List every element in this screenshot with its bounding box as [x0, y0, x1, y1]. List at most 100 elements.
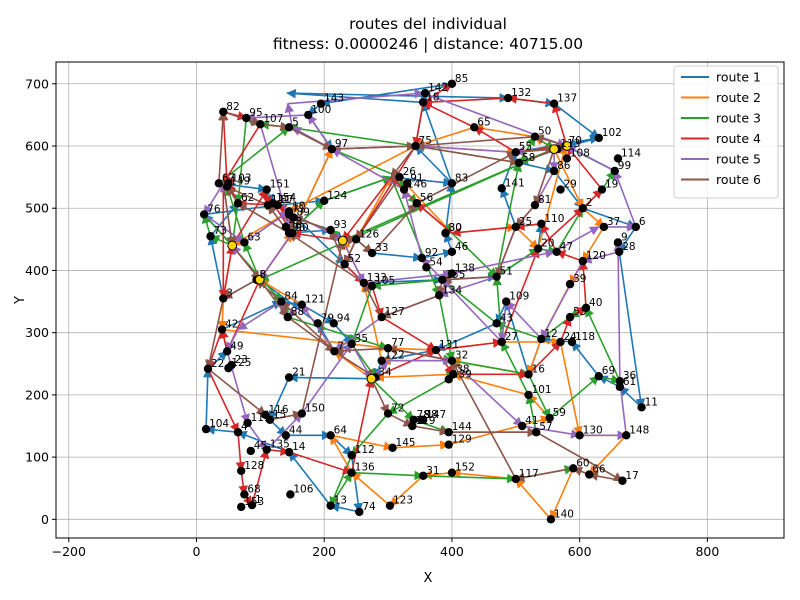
- route-3-segment: [549, 375, 600, 419]
- route-6-segment: [260, 121, 291, 132]
- node-label: 132: [511, 87, 531, 99]
- node-label: 126: [359, 228, 379, 240]
- node-label: 117: [519, 468, 539, 480]
- customer-node: [377, 356, 386, 365]
- node-label: 91: [410, 172, 423, 184]
- route-6-segment: [414, 135, 536, 151]
- nodes-layer: [199, 79, 646, 524]
- route-1-segment: [207, 235, 225, 299]
- customer-node: [327, 144, 337, 154]
- node-label: 61: [623, 376, 636, 388]
- node-label: 2: [586, 197, 593, 209]
- customer-node: [329, 319, 338, 328]
- route-6-segment: [371, 202, 418, 254]
- customer-node: [355, 507, 364, 517]
- route-2-segment: [374, 372, 454, 382]
- customer-node: [511, 148, 520, 157]
- route-1-segment: [320, 82, 453, 108]
- route-1-segment: [618, 251, 646, 409]
- route-3-segment: [288, 123, 416, 147]
- node-label: 1: [255, 494, 262, 506]
- customer-node: [256, 120, 265, 129]
- customer-node: [240, 238, 249, 247]
- node-label: 131: [439, 339, 459, 351]
- route-5-segment: [505, 300, 542, 340]
- x-tick-label: 800: [695, 544, 719, 559]
- route-4-segment: [435, 338, 503, 351]
- node-label: 147: [426, 409, 446, 421]
- route-2-segment: [392, 440, 450, 450]
- node-label: 113: [560, 138, 580, 150]
- node-label: 51: [500, 266, 513, 278]
- route-6-segment: [231, 245, 261, 281]
- route-5-segment: [613, 241, 623, 382]
- node-label: 31: [426, 465, 439, 477]
- customer-node: [281, 431, 291, 440]
- customer-node: [447, 179, 457, 188]
- customer-node: [567, 337, 577, 347]
- node-label: 70: [569, 135, 582, 147]
- route-2-segment: [217, 298, 228, 331]
- route-4-segment: [500, 247, 540, 343]
- customer-node: [594, 372, 604, 381]
- node-label: 66: [592, 464, 606, 476]
- customer-node: [517, 421, 527, 431]
- customer-node: [578, 256, 588, 266]
- node-label: 134: [442, 284, 462, 296]
- route-4-segment: [422, 83, 453, 104]
- node-label: 50: [538, 126, 551, 138]
- customer-node: [597, 185, 607, 194]
- node-label: 83: [455, 172, 468, 184]
- route-6-segment: [288, 232, 365, 284]
- route-6-segment: [514, 467, 574, 483]
- route-1-segment: [565, 137, 600, 149]
- route-2-segment: [473, 123, 536, 138]
- node-label: 145: [396, 437, 416, 449]
- route-6-segment: [223, 111, 262, 127]
- customer-node: [388, 443, 397, 452]
- node-label: 40: [589, 297, 602, 309]
- route-4-segment: [222, 244, 236, 299]
- route-6-segment: [287, 316, 336, 352]
- route-2-segment: [414, 126, 475, 148]
- customer-node: [313, 319, 323, 328]
- node-label: 20: [541, 238, 554, 250]
- customer-node: [503, 93, 513, 103]
- customer-node: [537, 219, 546, 228]
- node-label: 33: [375, 242, 388, 254]
- route-3-segment: [329, 454, 353, 507]
- route-4-segment: [207, 368, 239, 434]
- customer-node: [347, 339, 356, 349]
- y-tick-label: 300: [25, 325, 49, 340]
- node-label: 9: [621, 231, 628, 243]
- route-3-segment: [501, 341, 530, 396]
- route-3-segment: [234, 117, 248, 205]
- route-5-segment: [246, 422, 268, 451]
- node-label: 143: [324, 93, 344, 105]
- route-5-segment: [566, 145, 616, 172]
- route-5-segment: [441, 279, 503, 343]
- route-3-segment: [351, 413, 389, 456]
- customer-node: [578, 204, 588, 213]
- customer-node: [403, 179, 412, 188]
- route-2-segment: [559, 341, 583, 437]
- route-2-segment: [288, 145, 416, 213]
- node-label: 59: [553, 407, 566, 419]
- customer-node: [222, 182, 232, 191]
- route-5-segment: [243, 210, 290, 244]
- node-label: 92: [425, 247, 438, 259]
- node-label: 118: [575, 331, 595, 343]
- node-label: 155: [445, 269, 465, 281]
- route-1-segment: [288, 372, 372, 383]
- node-label: 69: [602, 365, 615, 377]
- customer-node: [201, 424, 211, 434]
- y-axis-label: Y: [13, 296, 28, 305]
- node-label: 32: [455, 350, 468, 362]
- route-6-segment: [380, 294, 440, 319]
- node-label: 13: [334, 495, 347, 507]
- route-4-segment: [582, 188, 603, 209]
- node-label: 77: [391, 337, 404, 349]
- route-3-segment: [438, 295, 455, 362]
- node-label: 124: [327, 190, 347, 202]
- route-6-segment: [301, 239, 346, 414]
